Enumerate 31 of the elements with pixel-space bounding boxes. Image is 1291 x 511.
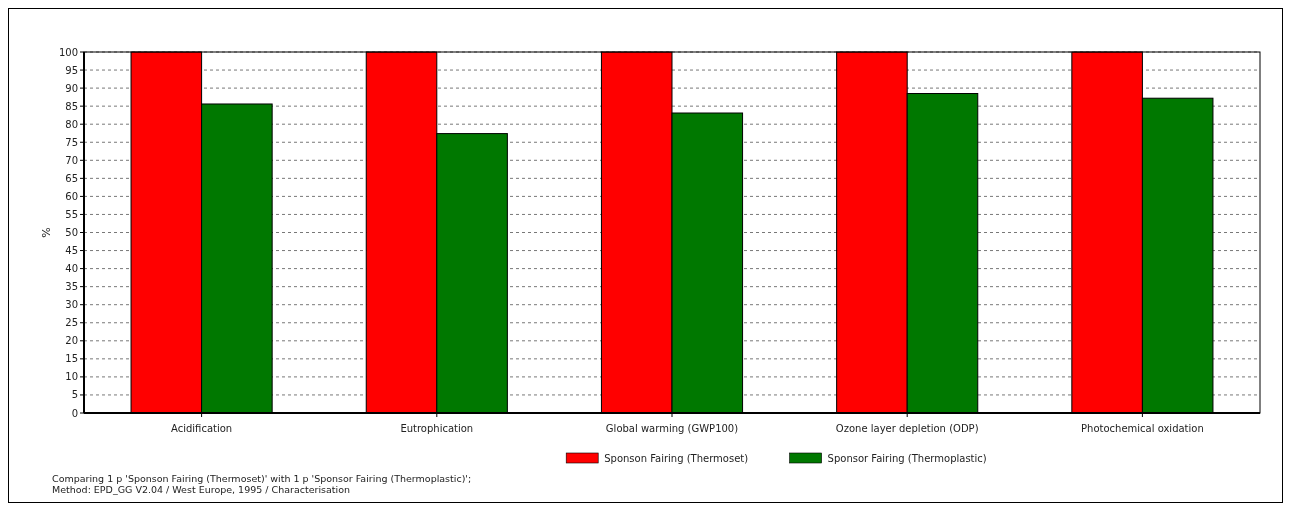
- text: Method: EPD_GG V2.04 / West Europe, 1995 / Characterisation: [52, 484, 351, 495]
- y-tick-label: 20: [65, 335, 78, 347]
- legend-label: Sponsor Fairing (Thermoplastic): [827, 452, 987, 464]
- y-tick-label: 40: [65, 263, 78, 275]
- y-tick-label: 100: [58, 46, 78, 58]
- y-tick-label: 35: [65, 281, 78, 293]
- y-tick-label: 15: [65, 353, 78, 365]
- y-tick-label: 25: [65, 317, 78, 329]
- y-tick-label: 90: [65, 82, 78, 94]
- x-tick-label: Eutrophication: [400, 423, 474, 434]
- legend-label: Sponson Fairing (Thermoset): [604, 452, 749, 464]
- x-tick-label: Ozone layer depletion (ODP): [835, 423, 979, 434]
- y-tick-label: 55: [65, 208, 78, 220]
- y-tick-label: 95: [65, 64, 78, 76]
- y-tick-label: 0: [71, 407, 78, 419]
- y-tick-label: 60: [65, 190, 78, 202]
- text: Comparing 1 p 'Sponson Fairing (Thermoset)' with 1 p 'Sponsor Fairing (Thermoplastic)';: [52, 473, 472, 484]
- x-tick-label: Photochemical oxidation: [1081, 423, 1204, 434]
- y-tick-label: 80: [65, 118, 78, 130]
- x-tick-label: Acidification: [171, 423, 233, 434]
- x-tick-label: Global warming (GWP100): [605, 423, 739, 434]
- y-tick-label: 45: [65, 245, 78, 257]
- y-tick-label: 30: [65, 299, 78, 311]
- y-tick-label: 85: [65, 100, 78, 112]
- y-tick-label: 70: [65, 154, 78, 166]
- y-tick-label: 50: [65, 227, 78, 238]
- y-axis-title: %: [40, 227, 53, 238]
- y-tick-label: 65: [65, 172, 78, 184]
- y-tick-label: 75: [65, 136, 78, 148]
- y-tick-label: 5: [71, 389, 78, 401]
- y-tick-label: 10: [65, 371, 78, 383]
